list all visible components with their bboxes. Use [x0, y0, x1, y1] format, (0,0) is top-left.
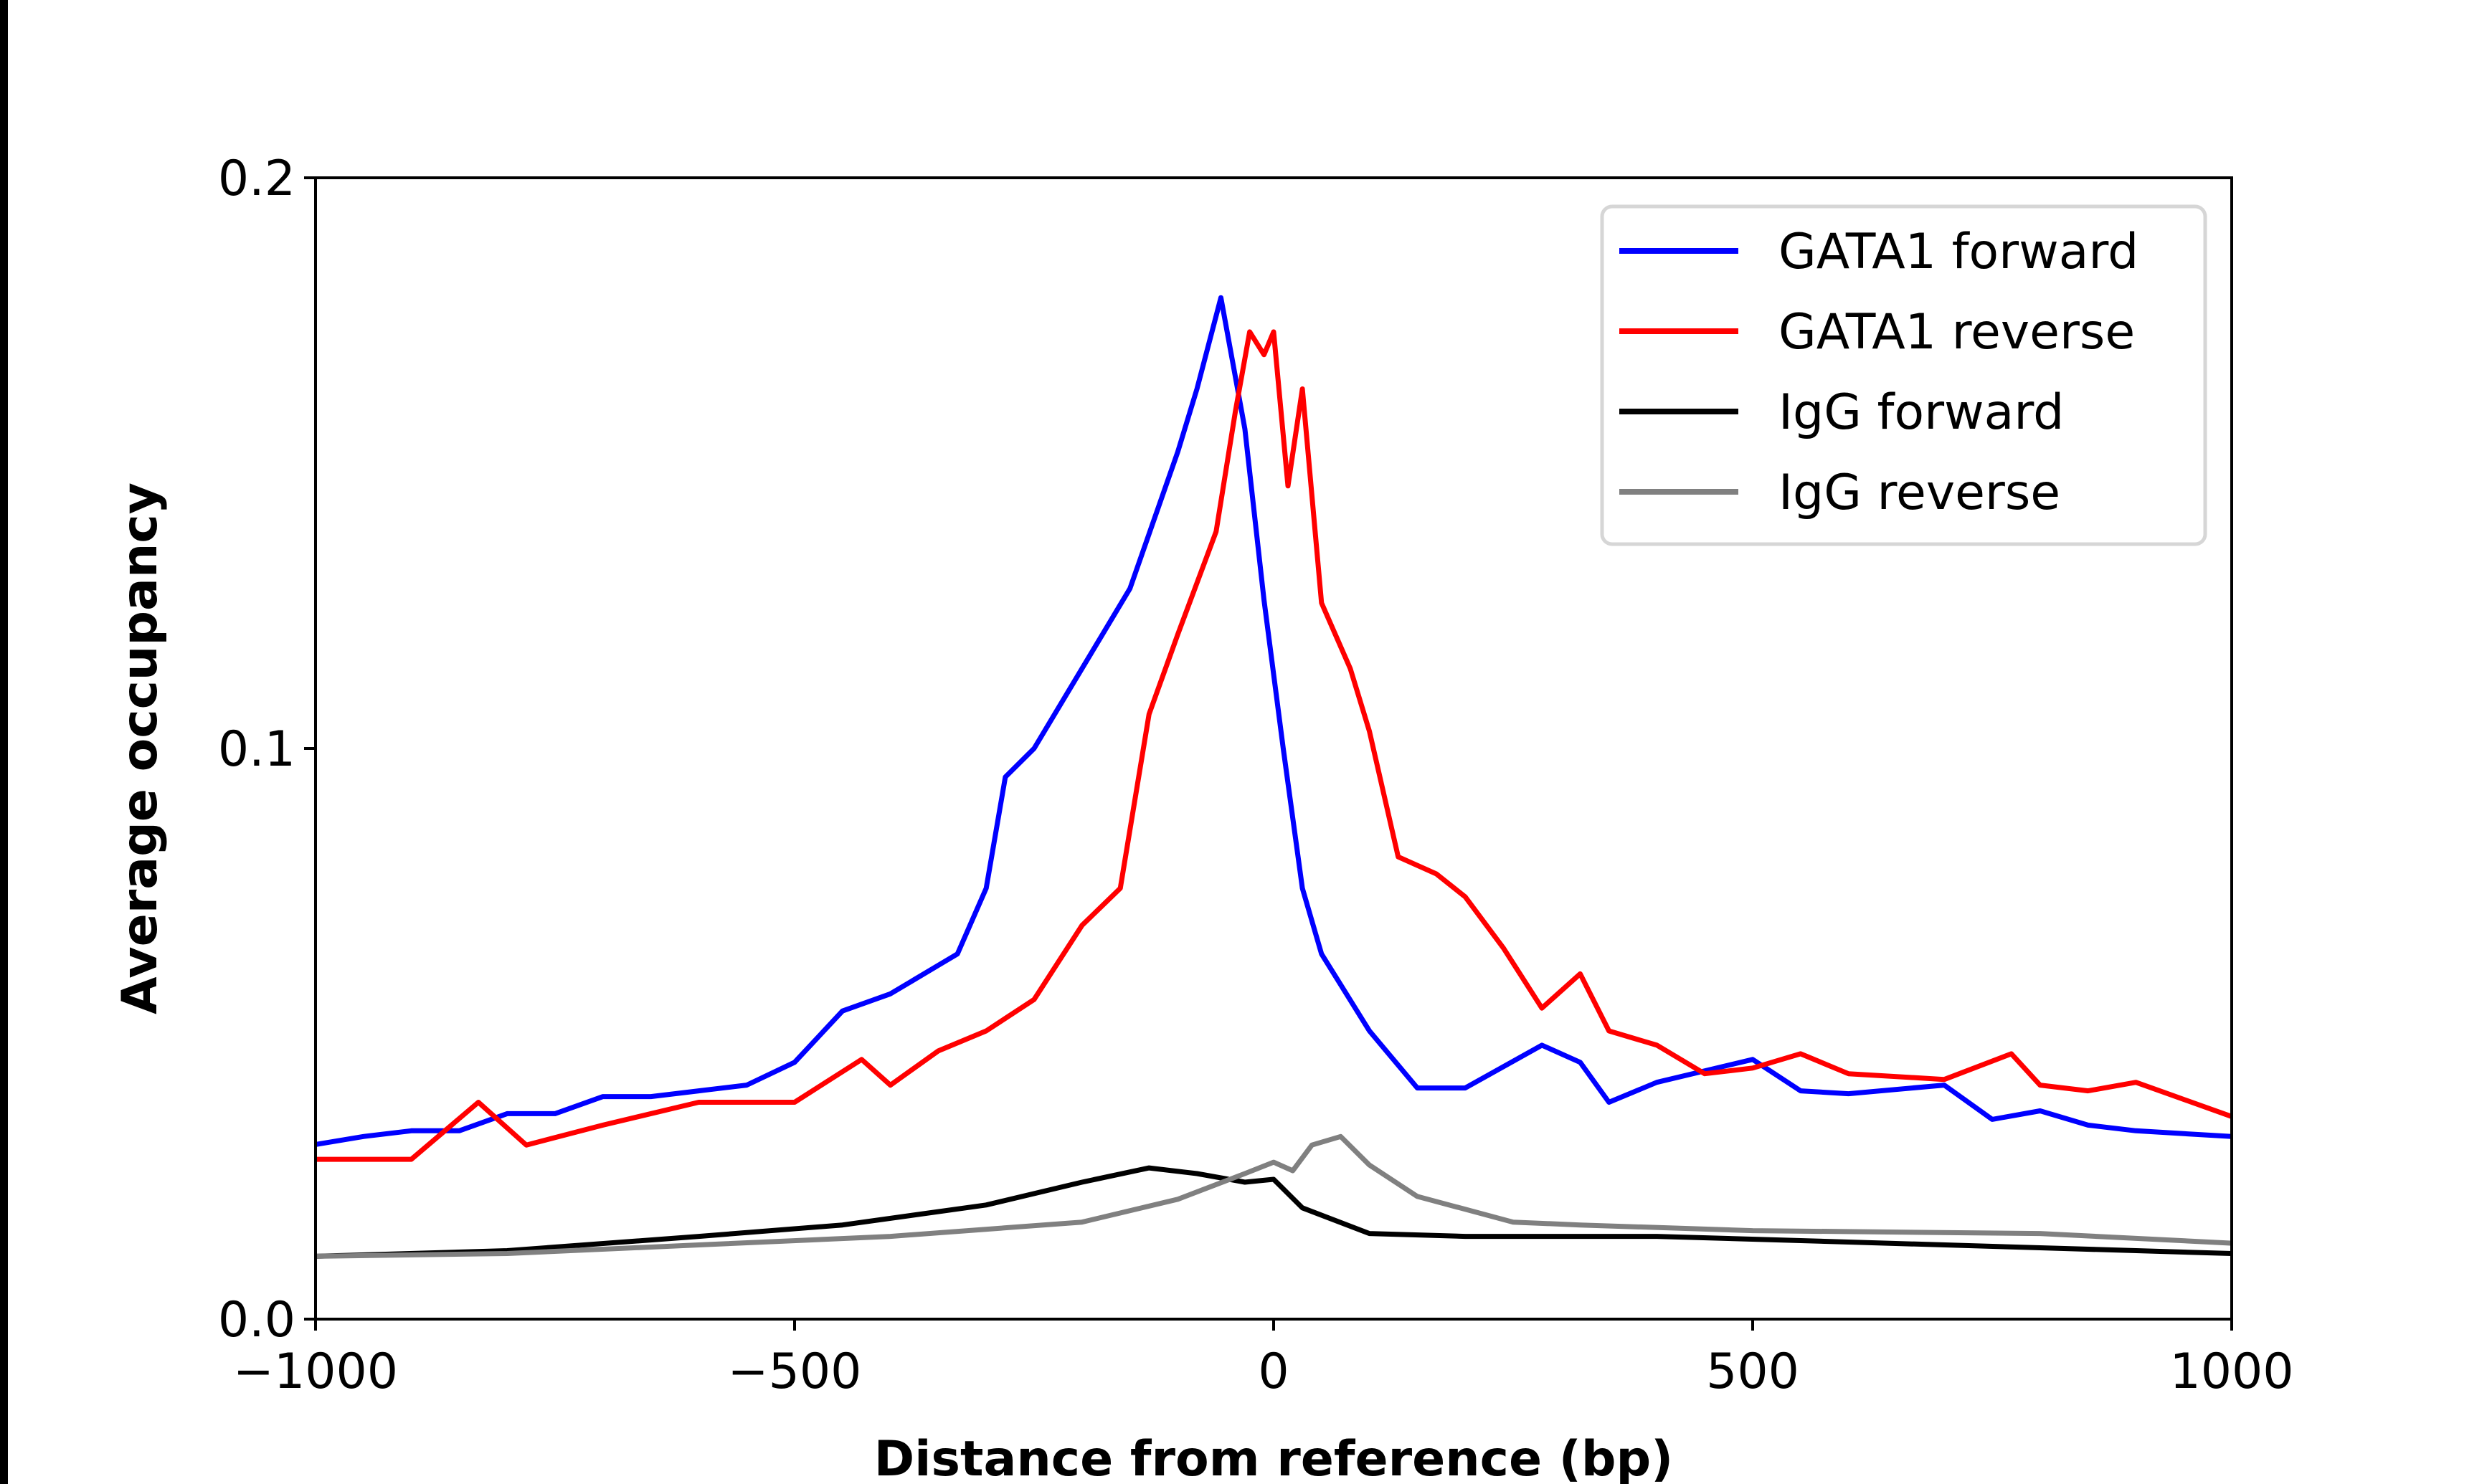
series-line-gata1-reverse [316, 329, 2233, 1162]
x-tick-label: 500 [1706, 1343, 1799, 1400]
legend: GATA1 forward GATA1 reverse IgG forward IgG… [1600, 204, 2207, 546]
x-tick-label: −1000 [233, 1343, 398, 1400]
legend-label: IgG forward [1778, 384, 2064, 441]
x-tick-label: −500 [728, 1343, 862, 1400]
x-tick-label: 0 [1258, 1343, 1289, 1400]
series-lines [315, 295, 2233, 1259]
y-axis-label: Average occupancy [112, 482, 169, 1014]
left-border [0, 0, 8, 1484]
series-line-igg-forward [315, 1165, 2232, 1259]
legend-label: IgG reverse [1778, 465, 2060, 521]
legend-label: GATA1 reverse [1778, 304, 2135, 361]
legend-box [1600, 204, 2207, 546]
x-tick-label: 1000 [2169, 1343, 2293, 1400]
x-axis-label: Distance from reference (bp) [874, 1431, 1674, 1484]
series-line-igg-reverse [315, 1133, 2232, 1259]
y-tick-label: 0.1 [218, 721, 295, 778]
series-line-gata1-forward [315, 295, 2232, 1147]
y-tick-label: 0.0 [218, 1292, 295, 1349]
legend-label: GATA1 forward [1778, 224, 2138, 280]
y-tick-label: 0.2 [218, 151, 295, 207]
axis-ticks: −1000 −500 0 500 1000 0.0 0.1 0.2 [218, 151, 2294, 1400]
